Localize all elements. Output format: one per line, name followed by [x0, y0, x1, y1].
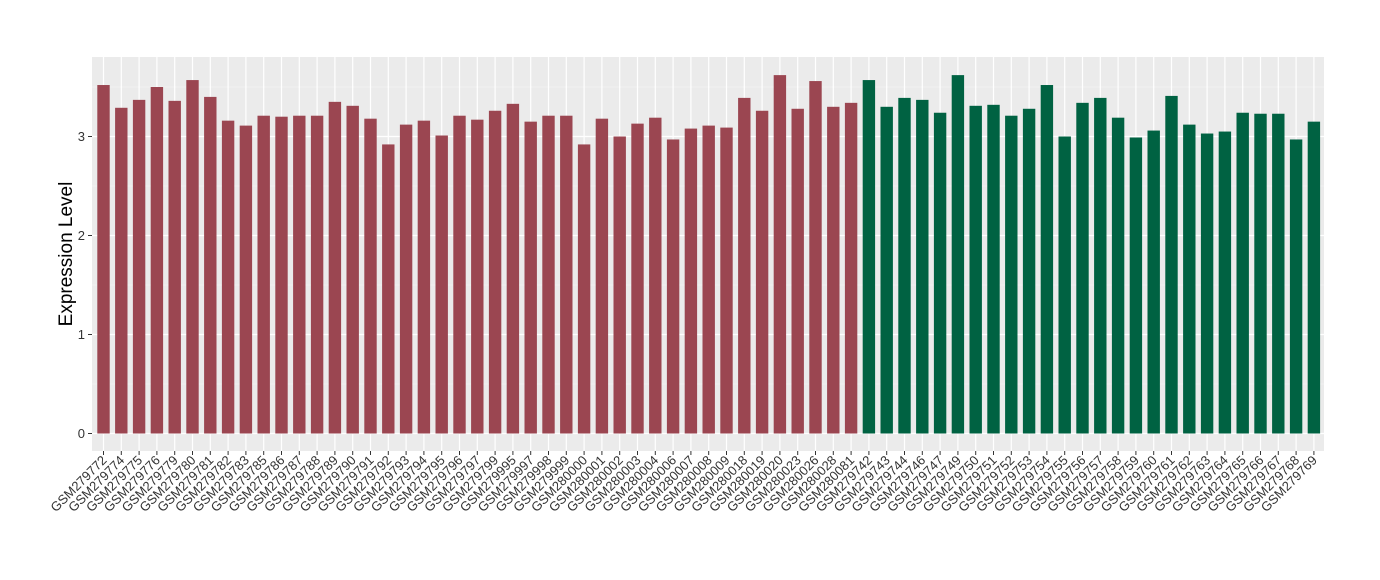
bar-GSM280020 [773, 75, 787, 434]
bar-GSM279772 [97, 85, 110, 434]
bar-GSM279788 [310, 115, 324, 434]
bar-GSM279761 [1165, 95, 1178, 434]
bar-GSM279768 [1289, 139, 1303, 434]
bar-GSM279767 [1272, 113, 1285, 434]
bar-GSM280026 [809, 81, 822, 434]
bar-GSM279759 [1129, 137, 1143, 434]
bar-GSM279787 [293, 115, 306, 434]
bar-GSM280081 [844, 102, 858, 434]
bar-GSM280007 [684, 128, 698, 434]
bar-GSM279743 [880, 106, 893, 434]
bar-GSM279786 [275, 116, 288, 434]
x-axis: GSM279772GSM279774GSM279775GSM279776GSM2… [47, 451, 1320, 515]
y-tick-label: 1 [78, 327, 85, 342]
bar-GSM279789 [328, 101, 342, 434]
bar-GSM279793 [399, 124, 413, 434]
bar-GSM279791 [364, 118, 377, 434]
bar-GSM279747 [933, 112, 947, 434]
bar-GSM279760 [1147, 130, 1160, 434]
bar-GSM280023 [791, 108, 804, 434]
bar-GSM280000 [577, 144, 591, 434]
bar-GSM279765 [1236, 112, 1249, 434]
bar-GSM279775 [132, 99, 146, 434]
bar-GSM279999 [560, 115, 573, 434]
bar-GSM280008 [702, 125, 715, 434]
bar-GSM279769 [1307, 121, 1321, 434]
bar-GSM279762 [1183, 124, 1196, 434]
bar-GSM279774 [115, 107, 128, 434]
bar-GSM279752 [1005, 115, 1018, 434]
bar-GSM279751 [987, 104, 1000, 434]
bar-GSM279746 [916, 99, 929, 434]
bar-GSM279779 [168, 100, 181, 434]
bar-GSM279792 [382, 144, 395, 434]
bar-GSM280018 [738, 97, 751, 434]
bar-GSM279766 [1254, 113, 1267, 434]
bar-GSM280006 [666, 139, 680, 434]
bar-GSM279785 [257, 115, 270, 434]
bar-GSM280001 [595, 118, 609, 434]
bar-GSM279757 [1094, 97, 1107, 434]
bar-GSM279764 [1218, 131, 1232, 434]
y-axis-title: Expression Level [56, 182, 77, 327]
bar-GSM279794 [417, 120, 431, 434]
bar-GSM279753 [1022, 108, 1036, 434]
bar-GSM280019 [755, 110, 769, 434]
y-tick-label: 0 [78, 426, 85, 441]
bar-GSM280009 [720, 127, 733, 434]
bar-GSM279781 [204, 96, 217, 434]
bar-GSM279763 [1200, 133, 1214, 434]
bar-GSM279997 [524, 121, 537, 434]
bar-GSM280028 [827, 106, 840, 434]
bar-GSM279756 [1076, 102, 1089, 434]
bar-GSM280003 [631, 123, 644, 434]
bar-GSM279799 [488, 110, 502, 434]
bar-GSM279750 [969, 105, 982, 434]
bar-GSM280004 [649, 117, 662, 434]
bar-GSM279795 [435, 135, 448, 434]
bar-GSM279749 [951, 75, 965, 434]
bar-GSM279754 [1040, 85, 1054, 434]
bar-GSM279742 [862, 80, 876, 434]
bars [97, 75, 1321, 434]
bar-GSM279758 [1111, 117, 1125, 434]
y-tick-label: 3 [78, 129, 85, 144]
bar-GSM279998 [542, 115, 555, 434]
bar-GSM279796 [453, 115, 466, 434]
bar-GSM279797 [471, 119, 484, 434]
y-axis: 0 1 2 3 [78, 129, 92, 441]
bar-GSM279995 [506, 103, 520, 434]
bar-GSM279782 [221, 120, 235, 434]
bar-GSM279776 [150, 87, 164, 434]
bar-GSM279780 [186, 80, 199, 434]
bar-GSM279755 [1058, 136, 1071, 434]
bar-GSM279783 [239, 125, 253, 434]
bar-GSM279744 [898, 97, 911, 434]
y-tick-label: 2 [78, 228, 85, 243]
bar-GSM279790 [346, 105, 359, 434]
bar-GSM280002 [613, 136, 626, 434]
